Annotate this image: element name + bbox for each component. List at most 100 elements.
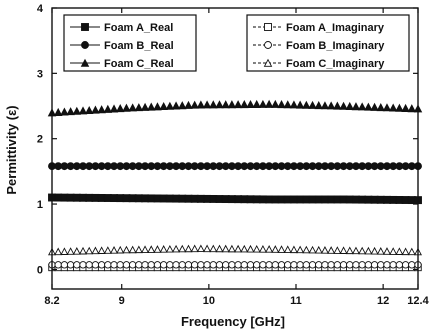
data-point-foam-c-imaginary — [351, 246, 360, 255]
data-point-foam-b-imaginary — [277, 261, 286, 269]
data-point-foam-c-real — [240, 100, 249, 109]
data-point-foam-b-imaginary — [370, 261, 379, 269]
series-foam-b-real — [48, 162, 422, 171]
legend-right: Foam A_Imaginary Foam B_Imaginary Foam C… — [246, 14, 410, 72]
data-point-foam-c-real — [283, 100, 292, 109]
series-foam-c-real — [47, 99, 423, 117]
data-point-foam-c-imaginary — [246, 244, 255, 253]
data-point-foam-b-imaginary — [333, 261, 342, 269]
data-point-foam-c-imaginary — [302, 245, 311, 254]
data-point-foam-b-imaginary — [73, 261, 81, 269]
y-tick-label: 4 — [37, 3, 44, 15]
data-point-foam-c-imaginary — [370, 246, 379, 255]
data-point-foam-c-real — [134, 103, 144, 112]
data-point-foam-c-real — [376, 103, 386, 112]
data-point-foam-c-real — [295, 100, 305, 109]
data-point-foam-c-real — [53, 107, 63, 116]
legend-marker — [264, 41, 272, 49]
data-point-foam-c-imaginary — [283, 245, 292, 253]
data-point-foam-c-real — [382, 103, 392, 112]
data-point-foam-c-imaginary — [110, 246, 119, 254]
legend-marker — [263, 58, 273, 67]
data-point-foam-b-imaginary — [110, 261, 118, 269]
data-point-foam-c-real — [252, 99, 261, 108]
data-point-foam-b-imaginary — [184, 261, 193, 269]
data-point-foam-b-imaginary — [284, 261, 292, 269]
data-point-foam-b-imaginary — [116, 261, 124, 269]
data-point-foam-b-imaginary — [383, 261, 391, 269]
data-point-foam-c-imaginary — [159, 245, 168, 253]
data-point-foam-c-imaginary — [91, 246, 100, 255]
series-layer — [47, 99, 423, 272]
data-point-foam-c-real — [233, 100, 243, 109]
legend-marker — [264, 23, 272, 31]
data-point-foam-c-imaginary — [271, 245, 280, 253]
data-point-foam-c-imaginary — [314, 245, 323, 254]
data-point-foam-c-imaginary — [252, 244, 261, 253]
legend-left: Foam A_Real Foam B_Real Foam C_Real — [63, 14, 197, 72]
legend-label-foam-c-real: Foam C_Real — [104, 58, 174, 70]
data-point-foam-c-real — [258, 99, 268, 108]
data-point-foam-c-imaginary — [184, 244, 193, 253]
data-point-foam-b-imaginary — [141, 261, 149, 269]
data-point-foam-b-imaginary — [79, 261, 87, 269]
data-point-foam-b-imaginary — [401, 261, 410, 269]
data-point-foam-c-real — [165, 101, 175, 110]
data-point-foam-c-imaginary — [376, 247, 385, 255]
data-point-foam-b-imaginary — [339, 261, 348, 269]
data-point-foam-c-real — [128, 103, 137, 112]
data-point-foam-c-imaginary — [116, 245, 125, 254]
data-point-foam-c-real — [271, 99, 280, 108]
data-point-foam-b-imaginary — [66, 261, 75, 269]
y-tick-label: 2 — [37, 134, 43, 146]
legend-right-box — [246, 14, 410, 72]
data-point-foam-b-imaginary — [172, 261, 180, 269]
series-foam-c-imaginary — [48, 244, 422, 256]
data-point-foam-b-imaginary — [159, 261, 168, 269]
series-foam-a-real — [48, 193, 422, 205]
data-point-foam-c-real — [227, 100, 237, 109]
y-tick-label: 3 — [37, 68, 43, 80]
data-point-foam-b-imaginary — [190, 261, 199, 269]
data-point-foam-c-imaginary — [209, 244, 218, 253]
data-point-foam-c-imaginary — [172, 244, 181, 253]
data-point-foam-b-imaginary — [246, 261, 255, 269]
data-point-foam-b-imaginary — [228, 261, 236, 269]
data-point-foam-c-imaginary — [389, 247, 398, 255]
data-point-foam-b-imaginary — [302, 261, 311, 269]
data-point-foam-c-real — [388, 103, 398, 112]
data-point-foam-b-imaginary — [296, 261, 304, 269]
data-point-foam-b-imaginary — [352, 261, 360, 269]
data-point-foam-b-imaginary — [234, 261, 242, 269]
data-point-foam-c-real — [190, 100, 199, 109]
data-point-foam-c-imaginary — [60, 247, 69, 255]
data-point-foam-c-real — [326, 101, 336, 110]
data-point-foam-c-imaginary — [382, 247, 391, 255]
y-axis-title: Permittivity (ε) — [4, 105, 19, 194]
data-point-foam-c-imaginary — [97, 246, 106, 254]
data-point-foam-c-real — [202, 100, 212, 109]
data-point-foam-c-imaginary — [79, 246, 88, 255]
data-point-foam-b-imaginary — [259, 261, 267, 269]
data-point-foam-c-real — [339, 101, 348, 110]
data-point-foam-c-real — [209, 100, 218, 109]
data-point-foam-c-real — [147, 102, 156, 111]
data-point-foam-b-imaginary — [128, 261, 137, 269]
data-point-foam-b-imaginary — [358, 261, 366, 269]
data-point-foam-b-imaginary — [240, 261, 249, 269]
legend-swatch-foam-c-imaginary — [253, 58, 283, 67]
data-point-foam-b-imaginary — [147, 261, 155, 269]
data-point-foam-c-imaginary — [203, 244, 212, 253]
data-point-foam-c-imaginary — [277, 245, 286, 253]
data-point-foam-b-imaginary — [135, 261, 143, 269]
data-point-foam-c-real — [314, 101, 323, 110]
legend-label-foam-a-real: Foam A_Real — [104, 22, 173, 34]
data-point-foam-c-real — [140, 102, 150, 111]
data-point-foam-c-real — [178, 101, 187, 110]
data-point-foam-c-imaginary — [364, 246, 373, 255]
x-tick-label: 11 — [290, 295, 302, 307]
data-point-foam-b-imaginary — [364, 261, 373, 269]
data-point-foam-c-real — [109, 104, 119, 113]
data-point-foam-b-imaginary — [315, 261, 323, 269]
